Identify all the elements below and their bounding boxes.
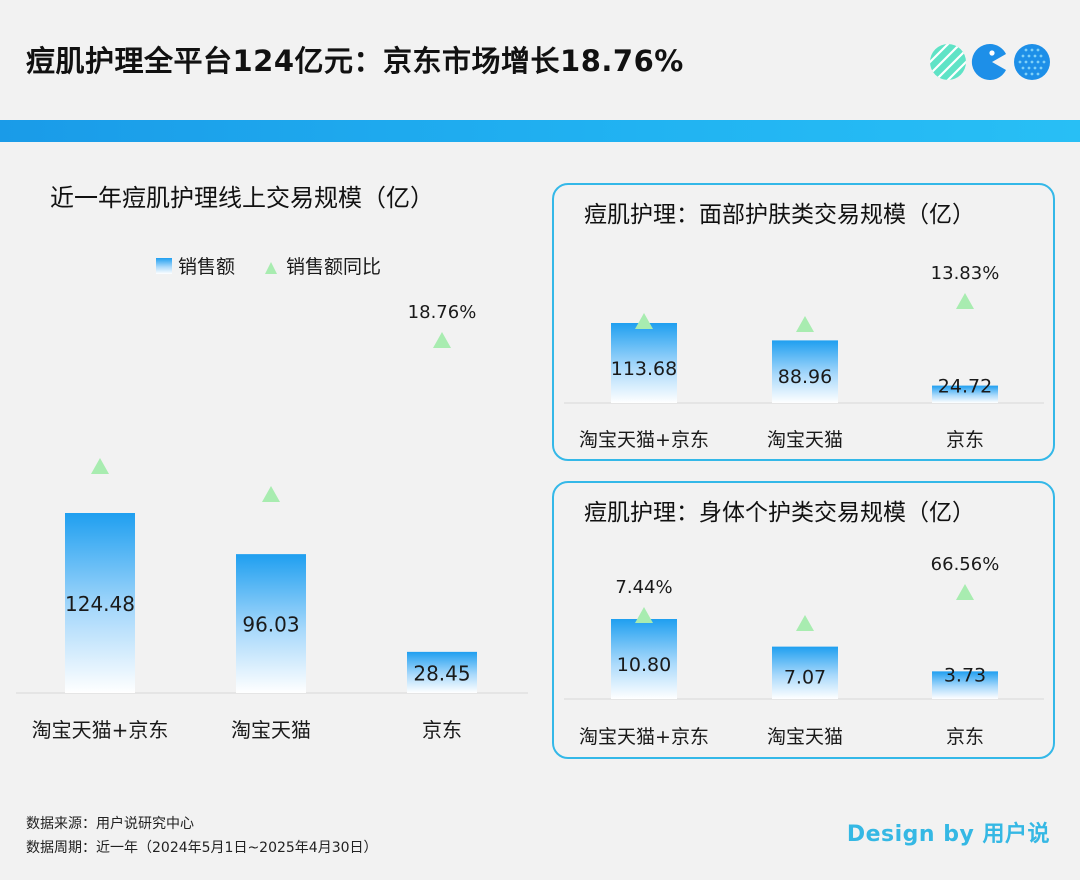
face-bar — [932, 385, 998, 403]
face-care-panel: 痘肌护理：面部护肤类交易规模（亿） 113.68 淘宝天猫+京东 88.96 淘宝天猫… — [552, 183, 1055, 461]
brand-credit: Design by 用户说 — [846, 822, 1050, 847]
main-value-label: 96.03 — [242, 613, 299, 637]
face-bar — [772, 340, 838, 403]
face-yoy-marker — [635, 313, 653, 329]
page-title: 痘肌护理全平台124亿元：京东市场增长18.76% — [26, 44, 684, 78]
main-category-label: 京东 — [422, 718, 462, 742]
face-category-label: 淘宝天猫+京东 — [579, 429, 709, 451]
face-yoy-label: 13.83% — [931, 263, 1000, 284]
data-source-note: 数据来源：用户说研究中心 数据周期：近一年（2024年5月1日~2025年4月3… — [26, 812, 378, 860]
main-category-label: 淘宝天猫 — [231, 718, 311, 742]
main-yoy-marker — [262, 486, 280, 502]
main-bar — [236, 554, 306, 693]
legend-sales-label: 销售额 — [178, 256, 235, 278]
body-value-label: 10.80 — [617, 654, 671, 676]
main-chart-title: 近一年痘肌护理线上交易规模（亿） — [50, 184, 434, 212]
face-yoy-marker — [956, 293, 974, 309]
brand-logo-icon — [930, 43, 1050, 80]
data-source-line: 数据来源：用户说研究中心 — [26, 816, 194, 832]
body-value-label: 7.07 — [784, 666, 826, 688]
body-bar — [772, 646, 838, 699]
face-yoy-marker — [796, 316, 814, 332]
main-chart: 近一年痘肌护理线上交易规模（亿） 销售额 销售额同比 124.48 淘宝天猫+京东 96… — [14, 160, 530, 760]
main-chart-svg: 销售额 销售额同比 124.48 淘宝天猫+京东 96.03 淘宝天猫 28.45 京东 18.… — [16, 256, 528, 742]
legend-yoy-swatch — [265, 262, 277, 274]
body-category-label: 淘宝天猫 — [767, 726, 843, 748]
main-bar — [65, 513, 135, 693]
face-value-label: 24.72 — [938, 376, 992, 398]
body-value-label: 3.73 — [944, 664, 986, 686]
header: 痘肌护理全平台124亿元：京东市场增长18.76% — [0, 0, 1080, 120]
body-bar — [611, 619, 677, 699]
main-yoy-marker — [433, 332, 451, 348]
face-care-panel-title: 痘肌护理：面部护肤类交易规模（亿） — [584, 202, 975, 228]
body-category-label: 淘宝天猫+京东 — [579, 726, 709, 748]
main-bar — [407, 651, 477, 693]
face-category-label: 京东 — [946, 429, 984, 451]
header-stripe — [0, 120, 1080, 142]
face-bar — [611, 323, 677, 403]
body-yoy-label: 7.44% — [615, 577, 672, 598]
body-care-chart-svg: 10.80 淘宝天猫+京东 7.44% 7.07 淘宝天猫 3.73 京东 66.56% — [564, 554, 1044, 748]
body-yoy-label: 66.56% — [931, 554, 1000, 575]
main-yoy-marker — [91, 458, 109, 474]
body-yoy-marker — [635, 607, 653, 623]
body-yoy-marker — [956, 584, 974, 600]
face-care-chart-svg: 113.68 淘宝天猫+京东 88.96 淘宝天猫 24.72 京东 13.83% — [564, 263, 1044, 451]
body-care-panel: 痘肌护理：身体个护类交易规模（亿） 10.80 淘宝天猫+京东 7.44% 7.07 淘… — [552, 481, 1055, 759]
main-category-label: 淘宝天猫+京东 — [32, 718, 169, 742]
face-value-label: 88.96 — [778, 366, 832, 388]
legend-yoy-label: 销售额同比 — [286, 256, 381, 278]
legend-sales-swatch — [156, 258, 172, 274]
data-period-line: 数据周期：近一年（2024年5月1日~2025年4月30日） — [26, 840, 378, 856]
main-value-label: 28.45 — [413, 661, 470, 685]
body-category-label: 京东 — [946, 726, 984, 748]
face-value-label: 113.68 — [611, 358, 677, 380]
main-yoy-label: 18.76% — [408, 302, 477, 323]
body-yoy-marker — [796, 615, 814, 631]
face-category-label: 淘宝天猫 — [767, 429, 843, 451]
body-bar — [932, 671, 998, 699]
body-care-panel-title: 痘肌护理：身体个护类交易规模（亿） — [584, 500, 975, 526]
main-value-label: 124.48 — [65, 592, 135, 616]
